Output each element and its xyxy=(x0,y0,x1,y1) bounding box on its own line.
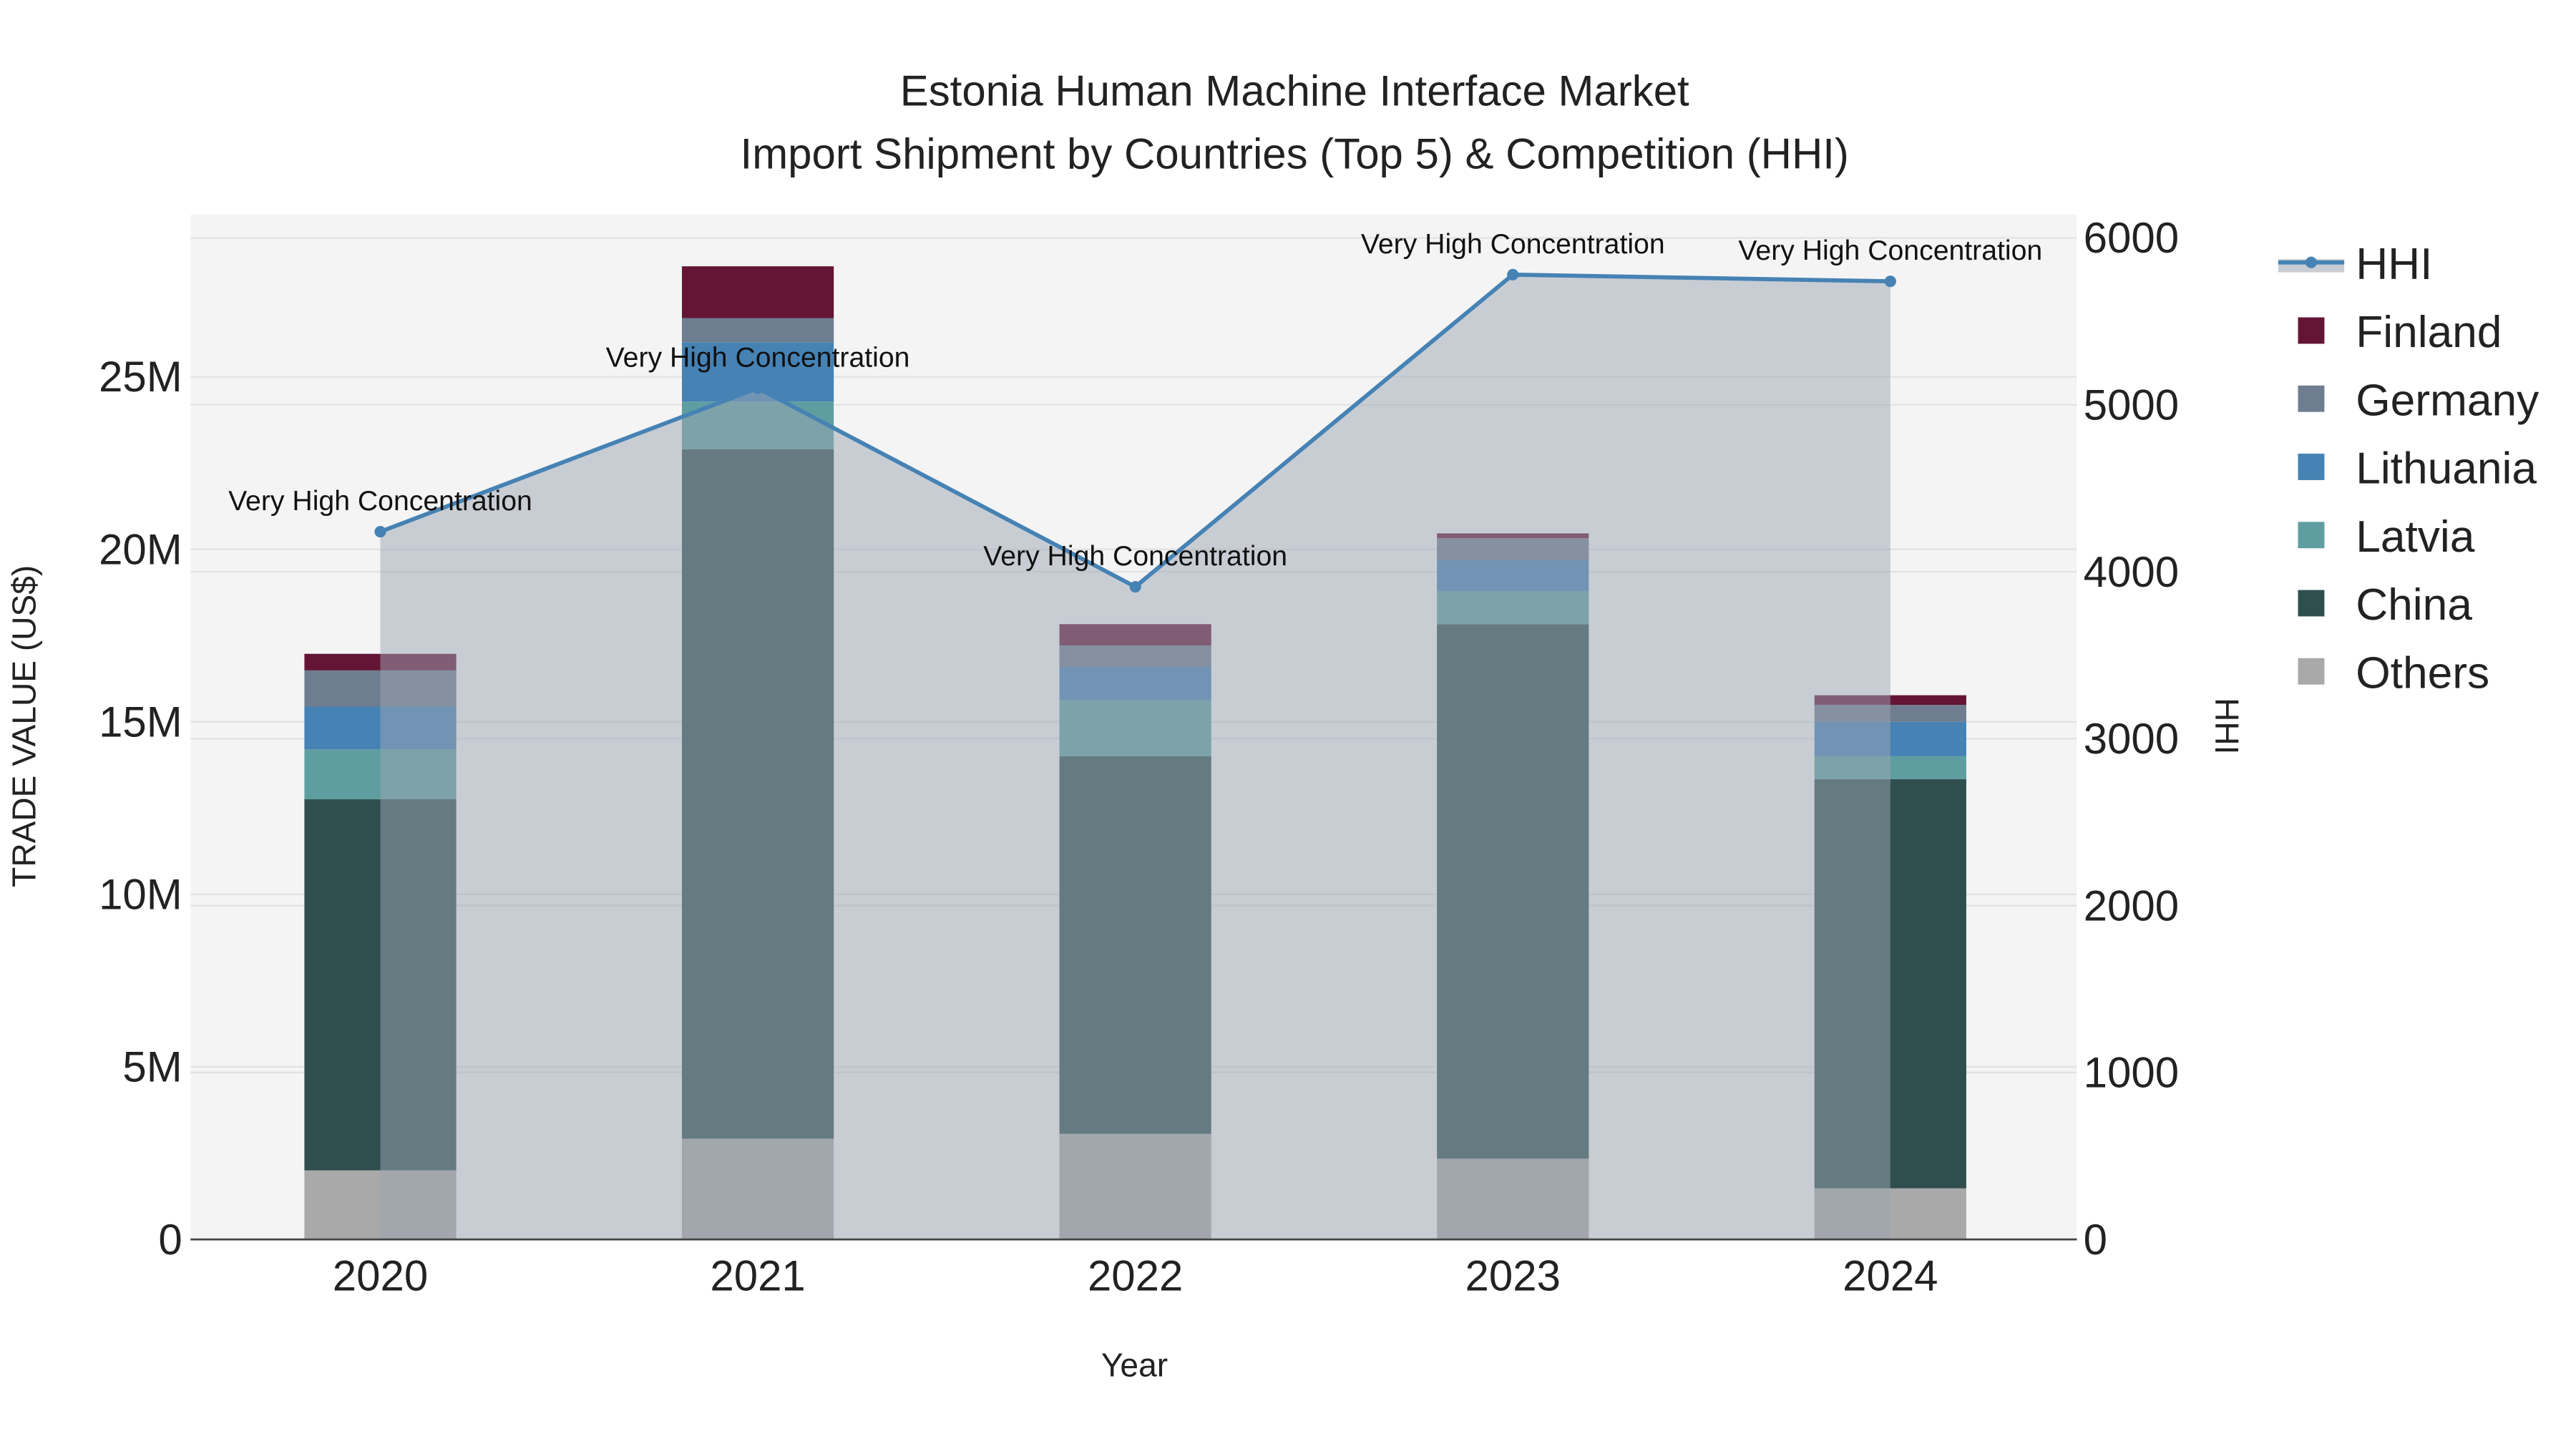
legend-label: Latvia xyxy=(2356,512,2475,562)
legend-label: Finland xyxy=(2356,308,2502,357)
y-tick-label: 0 xyxy=(158,1216,182,1264)
legend-label: China xyxy=(2356,580,2472,630)
x-tick-label: 2024 xyxy=(1843,1252,1938,1300)
axes: 0 5M 10M 15M 20M 25M 0 1000 2000 3000 4000 5000 6000… xyxy=(99,214,2179,1299)
hhi-point xyxy=(752,382,764,394)
legend-label: Lithuania xyxy=(2356,444,2537,494)
hhi-annotation: Very High Concentration xyxy=(606,342,910,373)
y-tick-label: 25M xyxy=(99,353,182,401)
x-tick-label: 2021 xyxy=(710,1252,805,1300)
hhi-area: Very High Concentration Very High Concent… xyxy=(228,229,2042,1240)
x-tick-label: 2020 xyxy=(333,1252,428,1300)
hhi-point xyxy=(1884,275,1896,288)
legend-marker-hhi xyxy=(2305,256,2318,268)
y2-tick-label: 0 xyxy=(2084,1216,2107,1264)
hhi-point xyxy=(1507,268,1519,280)
bar-finland xyxy=(681,266,834,318)
legend-label: Others xyxy=(2356,648,2489,698)
y2-tick-label: 5000 xyxy=(2084,381,2179,429)
legend-swatch-china xyxy=(2298,590,2325,617)
y2-axis-title: HHI xyxy=(2208,698,2245,754)
legend-swatch-others xyxy=(2298,658,2325,685)
legend-swatch-lithuania xyxy=(2298,454,2325,480)
y2-tick-label: 3000 xyxy=(2084,715,2179,763)
hhi-point xyxy=(374,525,386,538)
y2-tick-label: 2000 xyxy=(2084,882,2179,930)
y-axis-title: TRADE VALUE (US$) xyxy=(5,565,42,887)
y2-tick-label: 1000 xyxy=(2084,1049,2179,1097)
y-tick-label: 5M xyxy=(122,1043,182,1091)
legend-label: Germany xyxy=(2356,376,2540,425)
legend-swatch-latvia xyxy=(2298,522,2325,549)
hhi-annotation: Very High Concentration xyxy=(1738,235,2042,266)
hhi-annotation: Very High Concentration xyxy=(1361,229,1665,260)
legend: HHI Finland Germany Lithuania Latvia China Oth… xyxy=(2278,240,2540,698)
y-tick-label: 20M xyxy=(99,525,182,573)
hhi-point xyxy=(1129,580,1141,593)
bar-germany xyxy=(681,318,834,343)
hhi-annotation: Very High Concentration xyxy=(228,486,532,517)
chart-title: Estonia Human Machine Interface Market xyxy=(900,67,1689,115)
hhi-area-fill xyxy=(380,274,1890,1240)
legend-label: HHI xyxy=(2356,240,2432,289)
chart-subtitle: Import Shipment by Countries (Top 5) & C… xyxy=(741,130,1849,177)
x-tick-label: 2023 xyxy=(1465,1252,1561,1300)
x-axis-title: Year xyxy=(1101,1347,1168,1384)
y2-tick-label: 6000 xyxy=(2084,214,2179,262)
x-tick-label: 2022 xyxy=(1088,1252,1183,1300)
y-tick-label: 15M xyxy=(99,698,182,746)
legend-swatch-finland xyxy=(2298,317,2325,344)
hhi-annotation: Very High Concentration xyxy=(983,541,1287,572)
y-tick-label: 10M xyxy=(99,871,182,919)
y2-tick-label: 4000 xyxy=(2084,548,2179,596)
legend-swatch-germany xyxy=(2298,385,2325,412)
